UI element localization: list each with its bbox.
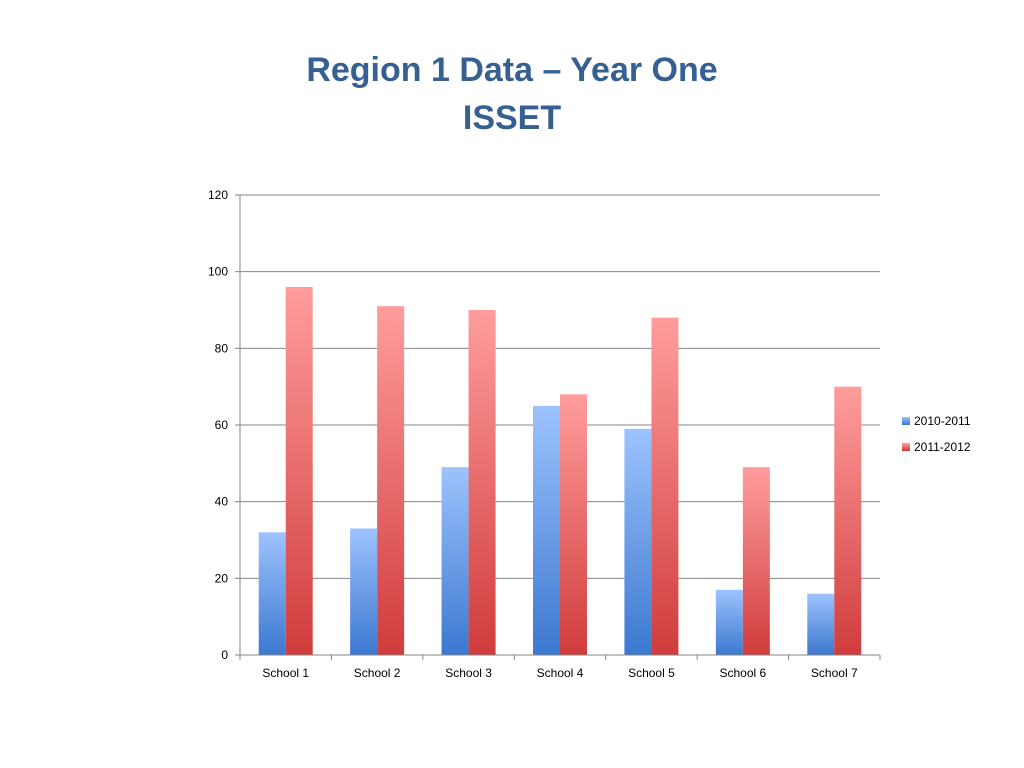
bars	[258, 287, 862, 655]
y-tick-label: 0	[221, 648, 228, 662]
x-tick-label: School 2	[354, 666, 401, 680]
bar-series-2	[834, 386, 862, 655]
bar-series-1	[441, 467, 469, 655]
y-tick-labels: 0 20 40 60 80 100 120	[208, 188, 240, 662]
y-tick-label: 120	[208, 188, 228, 202]
y-tick-label: 40	[215, 495, 229, 509]
bar-series-2	[742, 467, 770, 655]
bar-series-1	[624, 428, 652, 655]
title-line-2: ISSET	[462, 99, 562, 137]
x-tick-label: School 7	[811, 666, 858, 680]
y-tick-label: 60	[215, 418, 229, 432]
bar-series-1	[807, 593, 835, 655]
x-tick-labels: School 1 School 2 School 3 School 4 School 5…	[239, 655, 881, 680]
x-tick-label: School 1	[262, 666, 309, 680]
slide-title: Region 1 Data – Year One ISSET	[0, 46, 1024, 142]
legend-label: 2011-2012	[914, 440, 971, 454]
bar-series-2	[377, 306, 405, 655]
x-tick-label: School 3	[445, 666, 492, 680]
x-tick-label: School 4	[537, 666, 584, 680]
bar-series-1	[533, 405, 560, 655]
bar-series-1	[350, 528, 378, 655]
bar-series-2	[560, 394, 587, 655]
x-tick-label: School 5	[628, 666, 675, 680]
bar-series-1	[258, 532, 286, 655]
bar-series-1	[715, 589, 743, 655]
title-line-1: Region 1 Data – Year One	[306, 51, 718, 89]
legend: 2010-2011 2011-2012	[902, 414, 971, 454]
legend-swatch	[902, 417, 910, 425]
bar-series-2	[468, 310, 496, 655]
legend-swatch	[902, 443, 910, 451]
y-tick-label: 20	[215, 571, 229, 585]
y-tick-label: 100	[208, 265, 228, 279]
bar-series-2	[285, 287, 313, 655]
x-tick-label: School 6	[720, 666, 767, 680]
y-tick-label: 80	[215, 341, 229, 355]
bar-series-2	[651, 317, 679, 655]
legend-label: 2010-2011	[914, 414, 971, 428]
